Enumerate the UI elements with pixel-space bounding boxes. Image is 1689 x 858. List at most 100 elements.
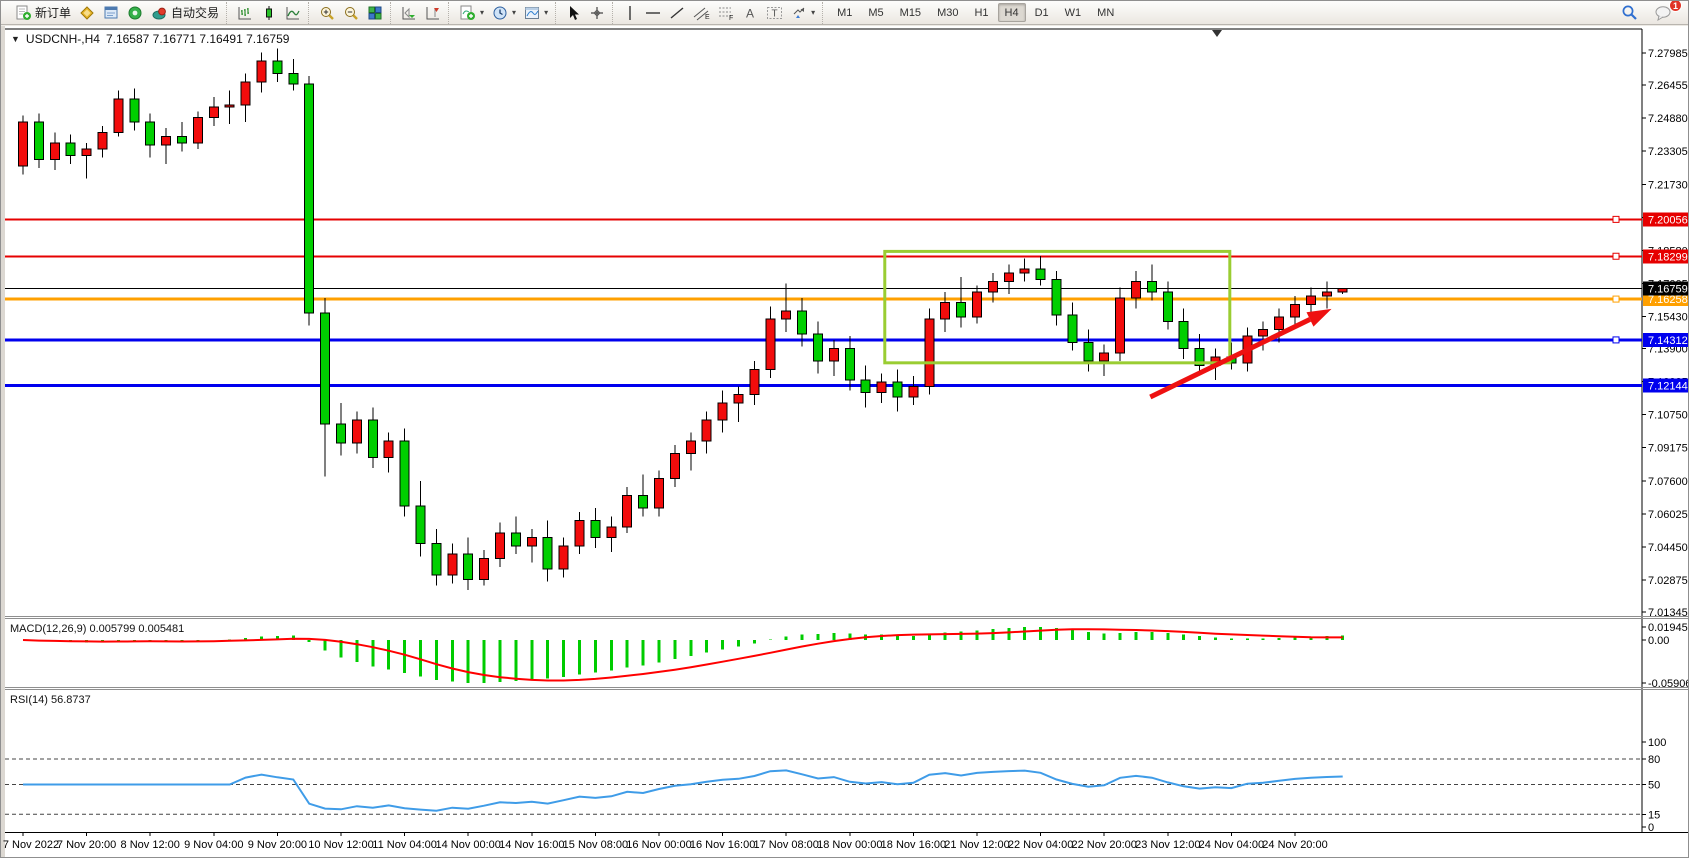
- candle: [399, 440, 410, 507]
- candle: [972, 291, 982, 318]
- candle: [685, 440, 696, 454]
- macd-indicator-label: MACD(12,26,9) 0.005799 0.005481: [10, 623, 185, 635]
- cursor-button[interactable]: [562, 3, 585, 23]
- line-handle[interactable]: [1612, 252, 1620, 260]
- candle: [288, 73, 299, 85]
- candle: [701, 419, 712, 442]
- bar-chart-button[interactable]: [233, 3, 257, 23]
- candle: [813, 333, 823, 362]
- rsi-line: [23, 769, 1343, 812]
- crosshair-button[interactable]: [585, 3, 609, 23]
- time-axis[interactable]: [22, 832, 1296, 836]
- candle: [479, 557, 490, 580]
- svg-text:22 Nov 04:00: 22 Nov 04:00: [1008, 839, 1073, 851]
- horizontal-line-button[interactable]: [641, 3, 665, 23]
- line-chart-button[interactable]: [281, 3, 305, 23]
- periods-dropdown[interactable]: ▾: [488, 3, 520, 23]
- timeframe-button-M5[interactable]: M5: [868, 7, 884, 19]
- tile-windows-button[interactable]: [363, 3, 387, 23]
- candle: [1003, 272, 1014, 282]
- navigator-button[interactable]: [123, 3, 147, 23]
- chart-window[interactable]: 7.279857.264557.248807.233057.217307.201…: [1, 26, 1689, 858]
- chart-title-bar: ▼ USDCNH-,H4 7.16587 7.16771 7.16491 7.1…: [11, 32, 289, 46]
- candle: [606, 526, 617, 538]
- timeframe-button-H4[interactable]: H4: [997, 3, 1026, 22]
- candle: [192, 117, 203, 144]
- candle: [876, 381, 887, 394]
- dropdown-arrow-icon: ▾: [811, 8, 816, 17]
- autotrading-button[interactable]: 自动交易: [147, 3, 223, 23]
- timeframe-button-M15[interactable]: M15: [899, 7, 922, 19]
- text-button[interactable]: A: [739, 3, 762, 23]
- horizontal-level-lines[interactable]: [5, 215, 1642, 387]
- search-button[interactable]: [1617, 3, 1642, 23]
- zoom-out-button[interactable]: [339, 3, 363, 23]
- new-order-button[interactable]: 新订单: [11, 3, 75, 23]
- chart-shift-marker[interactable]: [1212, 30, 1222, 37]
- timeframe-button-MN[interactable]: MN: [1097, 7, 1115, 19]
- indicators-dropdown[interactable]: ▾: [455, 3, 488, 23]
- trend-arrow[interactable]: [1149, 308, 1332, 400]
- candle: [1337, 288, 1348, 293]
- toolbar-group-scroll: [390, 1, 448, 24]
- navigator-icon: [128, 6, 142, 19]
- timeframe-toolbar: M1 M5 M15 M30 H1 H4 D1 W1 MN: [822, 1, 1125, 24]
- candle: [463, 553, 474, 580]
- current-price-badge: [1643, 281, 1688, 296]
- candle: [542, 536, 553, 570]
- timeframe-button-M30[interactable]: M30: [937, 7, 959, 19]
- collapse-triangle-icon[interactable]: ▼: [11, 34, 20, 44]
- candle: [367, 419, 378, 459]
- market-watch-button[interactable]: [75, 3, 99, 23]
- ohlc-values: 7.16587 7.16771 7.16491 7.16759: [105, 32, 290, 46]
- data-window-button[interactable]: [99, 3, 123, 23]
- svg-text:11 Nov 04:00: 11 Nov 04:00: [372, 839, 437, 851]
- candle: [33, 121, 44, 161]
- svg-text:9 Nov 04:00: 9 Nov 04:00: [184, 839, 243, 851]
- timeframe-button-W1[interactable]: W1: [1064, 7, 1082, 19]
- svg-text:7.09175: 7.09175: [1648, 443, 1688, 455]
- candle: [161, 136, 172, 146]
- zoom-out-icon: [345, 6, 358, 20]
- svg-text:24 Nov 20:00: 24 Nov 20:00: [1262, 839, 1327, 851]
- symbol-period-label: USDCNH-,H4: [25, 32, 100, 46]
- candle: [669, 452, 680, 480]
- auto-scroll-button[interactable]: [397, 3, 421, 23]
- candle: [256, 60, 267, 83]
- text-label-button[interactable]: T: [762, 3, 787, 23]
- timeframe-button-H1[interactable]: H1: [974, 7, 989, 19]
- channel-button[interactable]: E: [689, 3, 714, 23]
- candle: [1131, 280, 1141, 299]
- svg-text:-0.059068: -0.059068: [1648, 678, 1689, 690]
- candle: [113, 98, 124, 133]
- svg-text:T: T: [772, 8, 778, 19]
- horizontal-line-icon: [646, 11, 661, 14]
- consolidation-rectangle[interactable]: [883, 249, 1232, 365]
- trendline-button[interactable]: [665, 3, 689, 23]
- toolbar-group-standard: 新订单 自动交易: [5, 2, 226, 24]
- svg-text:22 Nov 20:00: 22 Nov 20:00: [1071, 839, 1136, 851]
- vertical-line-button[interactable]: [619, 3, 641, 23]
- svg-text:15: 15: [1648, 809, 1660, 821]
- candlestick-series: [18, 48, 1348, 590]
- line-handle[interactable]: [1612, 336, 1620, 344]
- line-handle[interactable]: [1612, 295, 1620, 303]
- timeframe-button-D1[interactable]: D1: [1034, 7, 1049, 19]
- line-handle[interactable]: [1612, 215, 1620, 223]
- candle: [749, 369, 760, 396]
- arrows-dropdown[interactable]: ▾: [787, 3, 819, 23]
- timeframe-button-M1[interactable]: M1: [837, 7, 853, 19]
- candlestick-chart-button[interactable]: [257, 3, 281, 23]
- templates-dropdown[interactable]: ▾: [520, 3, 552, 23]
- svg-text:7.07600: 7.07600: [1648, 476, 1688, 488]
- notifications-button[interactable]: 1: [1650, 1, 1682, 23]
- chart-canvas[interactable]: 7.279857.264557.248807.233057.217307.201…: [1, 26, 1689, 858]
- zoom-in-button[interactable]: [315, 3, 339, 23]
- candle: [733, 394, 744, 404]
- candle: [1194, 348, 1205, 366]
- chart-shift-button[interactable]: [421, 3, 445, 23]
- svg-text:7.01345: 7.01345: [1648, 607, 1688, 619]
- fibonacci-button[interactable]: F: [714, 3, 739, 23]
- equidistant-channel-icon: E: [693, 7, 710, 21]
- candle: [924, 318, 935, 387]
